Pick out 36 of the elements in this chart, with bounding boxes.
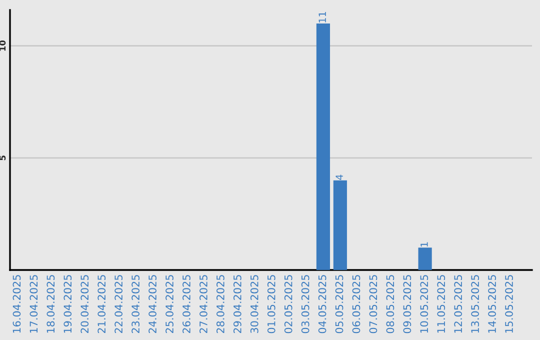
x-tick-label: 22.04.2025 [114,275,123,334]
x-tick-label: 05.05.2025 [335,275,344,334]
x-tick-label: 24.04.2025 [148,275,156,334]
x-tick-label: 26.04.2025 [182,275,190,334]
x-tick-label: 08.05.2025 [386,275,394,334]
x-tick-label: 12.05.2025 [454,275,462,333]
x-tick-label: 23.04.2025 [132,275,140,334]
x-tick-label: 21.04.2025 [98,275,106,334]
x-tick-label: 20.04.2025 [80,275,89,334]
x-tick-label: 01.05.2025 [267,275,276,334]
x-tick-label: 18.04.2025 [46,275,55,333]
x-tick-label: 28.04.2025 [216,275,224,334]
x-tick-label: 15.05.2025 [505,275,513,333]
bar [333,180,347,270]
x-tick-label: 19.04.2025 [64,275,72,333]
x-tick-label: 16.04.2025 [12,275,21,333]
x-tick-label: 25.04.2025 [166,275,174,334]
x-tick-label: 09.05.2025 [403,275,412,334]
x-tick-label: 30.04.2025 [250,275,258,334]
x-tick-label: 02.05.2025 [284,275,292,334]
x-tick-label: 11.05.2025 [437,275,446,333]
x-tick-label: 17.04.2025 [30,275,38,333]
x-tick-label: 27.04.2025 [200,275,208,334]
x-tick-label: 10.05.2025 [420,275,428,333]
x-tick-label: 29.04.2025 [233,275,242,334]
x-tick-label: 03.05.2025 [301,275,310,334]
x-tick-label: 04.05.2025 [318,275,326,334]
bar [316,23,330,270]
x-tick-label: 07.05.2025 [369,275,378,334]
x-tick-label: 14.05.2025 [488,275,496,333]
x-tick-label: 06.05.2025 [352,275,360,334]
bar [418,248,432,270]
data-label: 4 [336,174,343,180]
data-label: 11 [318,12,326,22]
data-label: 1 [420,242,428,247]
x-tick-label: 13.05.2025 [471,275,480,333]
